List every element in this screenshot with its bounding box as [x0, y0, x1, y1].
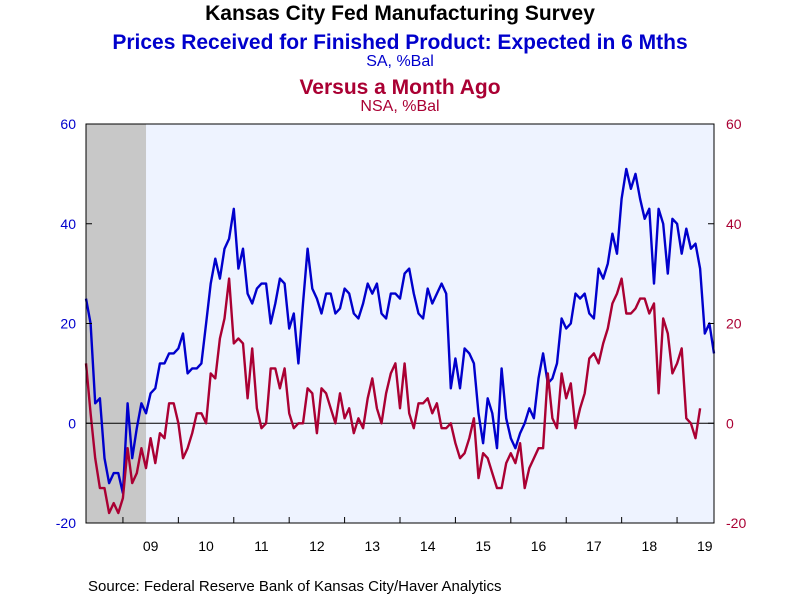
x-tick-label: 11 — [254, 538, 269, 554]
y-tick-label-right: 40 — [726, 216, 742, 232]
series-line-expected-6-months — [84, 167, 716, 495]
plot-area — [86, 124, 714, 523]
y-tick-label-right: 60 — [726, 116, 742, 132]
chart-title: Kansas City Fed Manufacturing Survey — [205, 2, 595, 25]
y-tick-label-left: -20 — [56, 515, 76, 531]
y-tick-label-left: 20 — [60, 316, 76, 332]
left-series-units: SA, %Bal — [366, 53, 434, 70]
x-tick-label: 10 — [198, 538, 214, 554]
y-tick-label-right: -20 — [726, 515, 746, 531]
series-line-versus-month-ago — [84, 277, 702, 515]
y-tick-label-left: 40 — [60, 216, 76, 232]
x-tick-label: 16 — [531, 538, 547, 554]
x-tick-label: 17 — [586, 538, 602, 554]
x-tick-label: 13 — [365, 538, 381, 554]
y-tick-label-right: 20 — [726, 316, 742, 332]
x-tick-label: 12 — [309, 538, 325, 554]
right-series-title: Versus a Month Ago — [299, 76, 501, 99]
y-tick-label-right: 0 — [726, 415, 734, 431]
source-note: Source: Federal Reserve Bank of Kansas C… — [88, 578, 502, 595]
y-tick-label-left: 60 — [60, 116, 76, 132]
x-tick-label: 19 — [697, 538, 713, 554]
right-series-units: NSA, %Bal — [360, 98, 440, 115]
x-tick-label: 14 — [420, 538, 436, 554]
x-tick-label: 18 — [642, 538, 658, 554]
left-series-title: Prices Received for Finished Product: Ex… — [112, 31, 688, 54]
y-tick-label-left: 0 — [68, 415, 76, 431]
x-tick-label: 15 — [475, 538, 491, 554]
x-tick-label: 09 — [143, 538, 159, 554]
